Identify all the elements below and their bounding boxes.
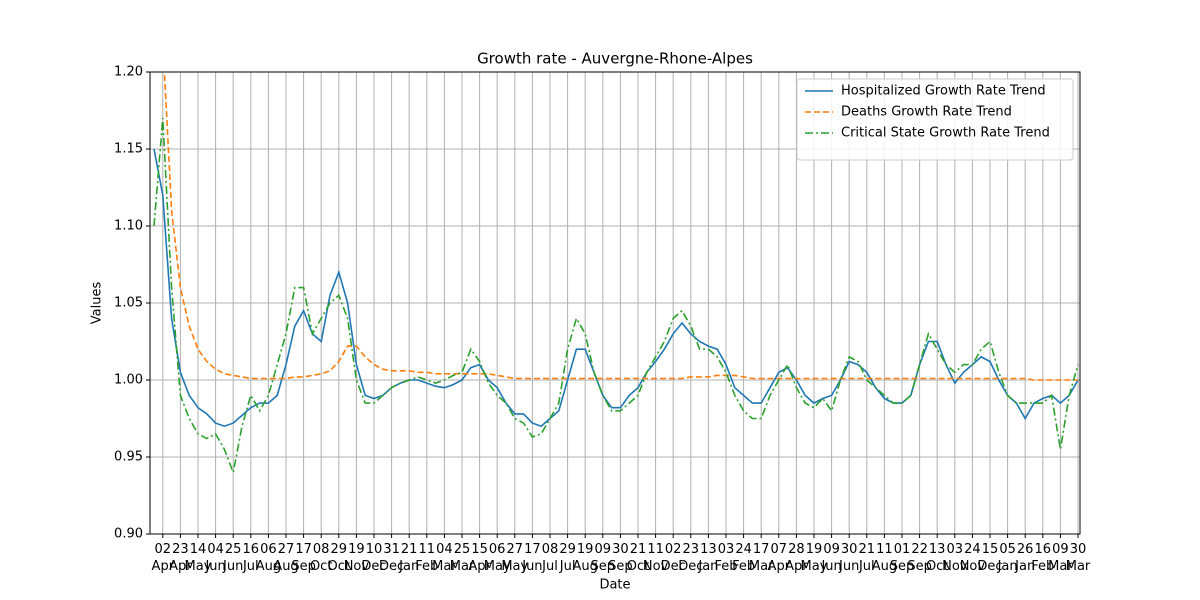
y-tick-label: 1.10 xyxy=(114,219,143,234)
x-tick-label: 10 Dec xyxy=(361,542,387,574)
x-tick-label: 16 Feb xyxy=(1031,542,1055,574)
x-tick-label: 30 Mar xyxy=(1065,542,1091,574)
x-tick-label: 19 May xyxy=(800,542,828,574)
x-tick-label: 23 Dec xyxy=(678,542,704,574)
x-tick-label: 15 Apr xyxy=(468,542,491,574)
x-tick-label: 22 Sep xyxy=(907,542,932,574)
x-tick-label: 05 Jan xyxy=(997,542,1018,574)
x-tick-label: 17 Sep xyxy=(291,542,316,574)
x-tick-label: 28 Apr xyxy=(785,542,808,574)
x-tick-label: 13 Jan xyxy=(698,542,719,574)
x-tick-label: 13 Oct xyxy=(925,542,949,574)
y-tick-label: 1.20 xyxy=(114,65,143,80)
x-tick-label: 31 Dec xyxy=(379,542,405,574)
x-tick-label: 23 Apr xyxy=(169,542,192,574)
x-tick-label: 21 Oct xyxy=(626,542,650,574)
x-tick-label: 30 Jun xyxy=(839,542,860,574)
y-tick-label: 1.15 xyxy=(114,142,143,157)
x-tick-label: 19 Nov xyxy=(343,542,370,574)
x-tick-label: 07 Apr xyxy=(767,542,791,574)
x-tick-label: 25 Mar xyxy=(449,542,475,574)
x-tick-label: 21 Jul xyxy=(858,542,876,574)
legend-label: Critical State Growth Rate Trend xyxy=(841,126,1050,141)
x-tick-label: 14 May xyxy=(184,542,212,574)
x-tick-label: 03 Feb xyxy=(714,542,738,574)
y-tick-label: 0.90 xyxy=(114,527,143,542)
x-tick-label: 30 Sep xyxy=(608,542,633,574)
x-tick-label: 21 Jan xyxy=(399,542,420,574)
x-tick-label: 08 Jul xyxy=(541,542,559,574)
x-tick-label: 17 Mar xyxy=(748,542,774,574)
x-tick-label: 29 Oct xyxy=(327,542,351,574)
x-tick-label: 11 Aug xyxy=(871,542,898,574)
legend-label: Hospitalized Growth Rate Trend xyxy=(841,84,1046,99)
x-tick-label: 11 Nov xyxy=(642,542,669,574)
y-tick-label: 0.95 xyxy=(114,450,143,465)
x-tick-label: 02 Apr xyxy=(151,542,175,574)
x-tick-label: 27 Aug xyxy=(273,542,299,574)
x-tick-label: 02 Dec xyxy=(660,542,686,574)
x-tick-label: 04 Jun xyxy=(205,542,226,574)
chart-title: Growth rate - Auvergne-Rhone-Alpes xyxy=(477,50,753,68)
series-line xyxy=(153,118,1079,476)
x-tick-label: 26 Jan xyxy=(1015,542,1036,574)
x-tick-label: 24 Nov xyxy=(959,542,986,574)
x-tick-label: 25 Jun xyxy=(223,542,244,574)
y-tick-label: 1.00 xyxy=(114,373,143,388)
x-tick-label: 01 Sep xyxy=(889,542,915,574)
x-tick-label: 16 Jul xyxy=(242,542,260,574)
x-tick-label: 17 Jun xyxy=(522,542,543,574)
x-tick-label: 24 Feb xyxy=(732,542,756,574)
x-tick-label: 15 Dec xyxy=(977,542,1003,574)
y-tick-label: 1.05 xyxy=(114,296,143,311)
x-tick-label: 08 Oct xyxy=(309,542,333,574)
x-tick-label: 27 May xyxy=(501,542,529,574)
x-tick-label: 09 Sep xyxy=(590,542,616,574)
x-tick-label: 06 May xyxy=(483,542,511,574)
x-tick-label: 06 Aug xyxy=(255,542,282,574)
series-line xyxy=(163,72,1078,381)
x-axis-label: Date xyxy=(599,578,630,593)
y-axis-label: Values xyxy=(90,282,105,325)
legend-box xyxy=(796,78,1074,161)
x-tick-label: 09 Mar xyxy=(1048,542,1073,574)
legend-label: Deaths Growth Rate Trend xyxy=(841,105,1012,120)
x-tick-label: 19 Aug xyxy=(572,542,598,574)
x-tick-label: 29 Jul xyxy=(559,542,576,574)
x-tick-label: 03 Nov xyxy=(942,542,968,574)
x-tick-label: 11 Feb xyxy=(415,542,439,574)
x-tick-label: 09 Jun xyxy=(821,542,842,574)
x-tick-label: 04 Mar xyxy=(432,542,457,574)
series-line xyxy=(153,148,1079,428)
